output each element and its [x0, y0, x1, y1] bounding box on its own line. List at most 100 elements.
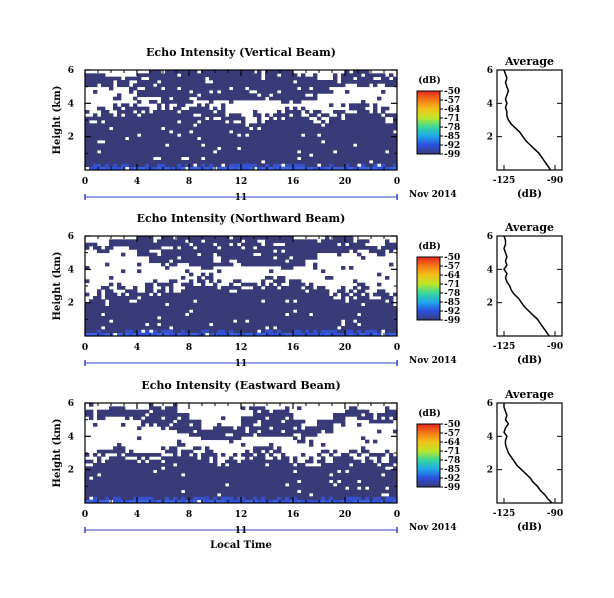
echo-cell [145, 133, 150, 138]
echo-cell [141, 113, 146, 118]
echo-cell [185, 326, 190, 330]
echo-cell [237, 153, 242, 158]
echo-cell [101, 73, 106, 78]
echo-cell [177, 150, 182, 154]
echo-cell [113, 319, 118, 324]
echo-cell [349, 130, 354, 134]
echo-cell [181, 110, 186, 114]
echo-cell [197, 239, 202, 244]
echo-cell [261, 459, 266, 464]
echo-cell [129, 160, 134, 164]
echo-cell [373, 166, 378, 171]
echo-cell [321, 83, 326, 88]
echo-cell [381, 302, 386, 307]
echo-cell [369, 146, 374, 151]
echo-cell [181, 483, 186, 487]
echo-cell [201, 130, 206, 134]
echo-cell [93, 479, 98, 484]
echo-cell [145, 286, 150, 290]
echo-cell [89, 133, 94, 138]
echo-cell [341, 419, 346, 424]
echo-cell [125, 299, 130, 304]
echo-cell [373, 332, 378, 337]
echo-cell [345, 76, 350, 81]
echo-cell [141, 242, 146, 247]
echo-cell [141, 116, 146, 121]
echo-cell [149, 166, 154, 171]
echo-cell [289, 299, 294, 304]
echo-cell [337, 252, 342, 257]
echo-cell [277, 419, 282, 424]
echo-cell [93, 466, 98, 471]
echo-cell [93, 486, 98, 491]
echo-cell [281, 279, 286, 284]
echo-cell [337, 302, 342, 307]
echo-cell [297, 296, 302, 300]
echo-cell [165, 120, 170, 124]
echo-cell [157, 326, 162, 330]
echo-cell [325, 83, 330, 88]
echo-cell [161, 249, 166, 254]
echo-cell [133, 126, 138, 131]
echo-cell [229, 486, 234, 491]
echo-cell [221, 96, 226, 101]
echo-cell [337, 83, 342, 88]
echo-cell [361, 476, 366, 481]
echo-cell [129, 76, 134, 81]
echo-cell [393, 469, 398, 474]
echo-cell [201, 453, 206, 457]
echo-cell [377, 73, 382, 78]
echo-cell [201, 146, 206, 151]
echo-cell [321, 150, 326, 154]
echo-cell [177, 489, 182, 494]
echo-cell [165, 479, 170, 484]
echo-cell [349, 302, 354, 307]
echo-cell [153, 143, 158, 148]
echo-cell [149, 459, 154, 464]
echo-cell [237, 473, 242, 477]
echo-cell [225, 242, 230, 247]
echo-cell [233, 136, 238, 141]
echo-cell [349, 329, 354, 334]
echo-cell [317, 83, 322, 88]
echo-cell [261, 252, 266, 257]
echo-cell [389, 456, 394, 461]
echo-cell [213, 466, 218, 471]
echo-cell [137, 156, 142, 161]
echo-cell [393, 316, 398, 320]
echo-cell [209, 436, 214, 441]
echo-cell [361, 483, 366, 487]
echo-cell [217, 140, 222, 144]
echo-cell [333, 322, 338, 327]
echo-cell [309, 486, 314, 491]
echo-cell [289, 282, 294, 287]
echo-cell [225, 292, 230, 297]
echo-cell [249, 292, 254, 297]
echo-cell [241, 292, 246, 297]
echo-cell [269, 496, 274, 501]
echo-cell [189, 146, 194, 151]
echo-cell [169, 319, 174, 324]
echo-cell [325, 312, 330, 317]
echo-cell [377, 316, 382, 320]
echo-cell [309, 466, 314, 471]
echo-cell [281, 289, 286, 294]
echo-cell [181, 163, 186, 168]
echo-cell [189, 479, 194, 484]
echo-cell [141, 153, 146, 158]
echo-cell [193, 110, 198, 114]
echo-cell [185, 309, 190, 314]
echo-cell [277, 70, 282, 74]
echo-cell [173, 136, 178, 141]
echo-cell [85, 130, 90, 134]
echo-cell [141, 302, 146, 307]
echo-cell [337, 133, 342, 138]
echo-cell [289, 416, 294, 421]
echo-cell [277, 239, 282, 244]
echo-cell [301, 90, 306, 94]
echo-cell [261, 309, 266, 314]
echo-cell [105, 316, 110, 320]
echo-cell [229, 296, 234, 300]
echo-cell [269, 76, 274, 81]
echo-cell [333, 123, 338, 128]
